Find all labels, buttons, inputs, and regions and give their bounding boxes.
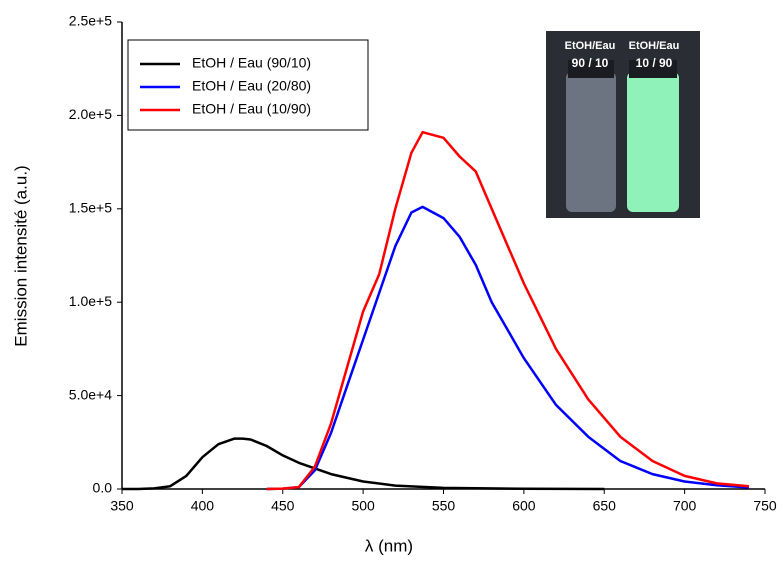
series-line [122, 437, 605, 491]
legend-label: EtOH / Eau (90/10) [192, 55, 311, 71]
x-tick-label: 500 [351, 498, 375, 514]
inset-label: 90 / 10 [572, 56, 609, 70]
inset-photo [546, 31, 700, 218]
legend-label: EtOH / Eau (20/80) [192, 78, 311, 94]
x-tick-label: 700 [673, 498, 697, 514]
inset-label: EtOH/Eau [565, 40, 616, 52]
y-tick-label: 5.0e+4 [69, 386, 112, 402]
y-tick-label: 2.5e+5 [69, 13, 112, 29]
inset-label: 10 / 90 [636, 56, 673, 70]
x-tick-label: 650 [593, 498, 617, 514]
legend-label: EtOH / Eau (10/90) [192, 101, 311, 117]
x-axis-label: λ (nm) [365, 536, 413, 555]
series-line [266, 205, 749, 491]
series-line [266, 130, 750, 491]
legend-box [127, 39, 369, 131]
x-tick-label: 450 [271, 498, 295, 514]
x-tick-label: 600 [512, 498, 536, 514]
y-axis-label: Emission intensité (a.u.) [11, 165, 30, 346]
x-tick-label: 400 [191, 498, 215, 514]
y-tick-label: 1.0e+5 [69, 293, 112, 309]
y-tick-label: 0.0 [93, 480, 113, 496]
x-tick-label: 750 [753, 498, 777, 514]
y-tick-label: 1.5e+5 [69, 200, 112, 216]
x-tick-label: 350 [110, 498, 134, 514]
inset-label: EtOH/Eau [629, 40, 680, 52]
y-tick-label: 2.0e+5 [69, 106, 112, 122]
x-tick-label: 550 [432, 498, 456, 514]
